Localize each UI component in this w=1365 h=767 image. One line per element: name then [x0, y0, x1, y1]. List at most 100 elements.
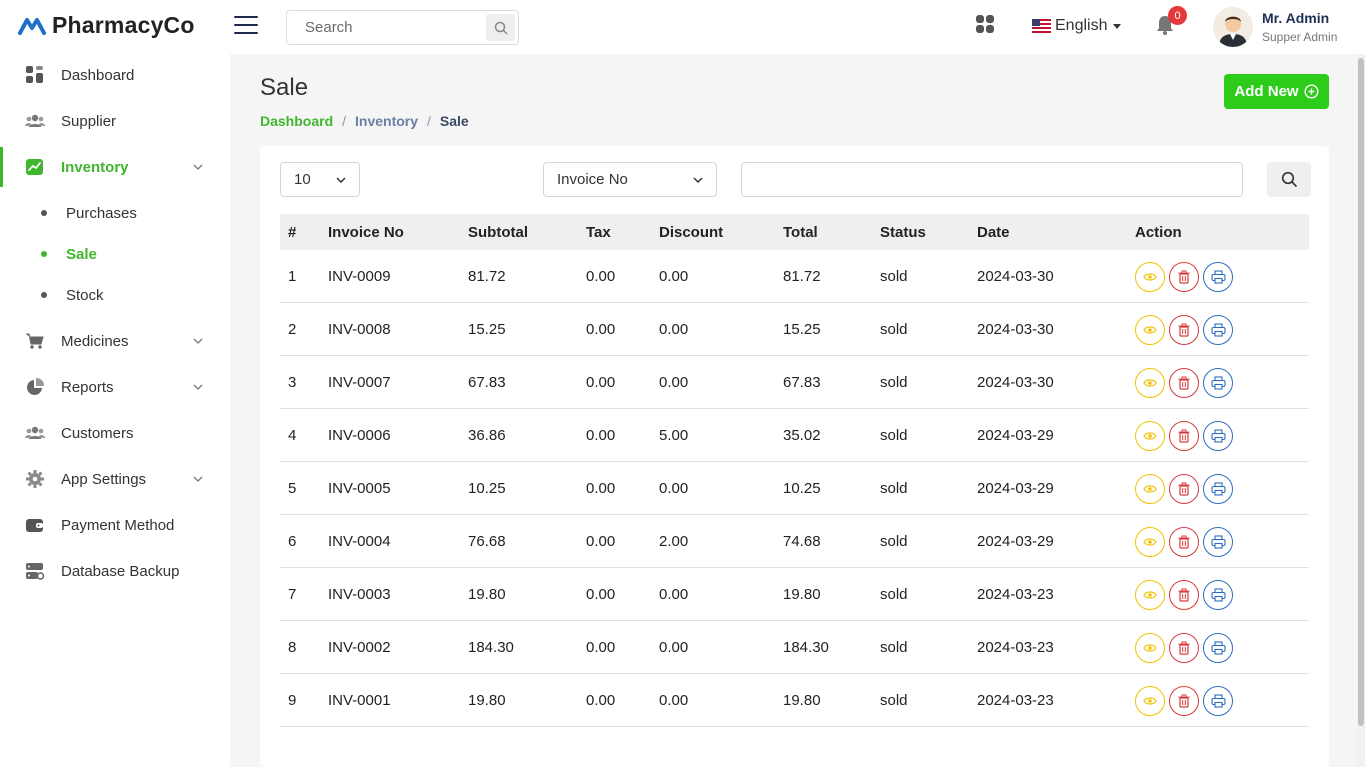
cell-tax: 0.00 [586, 268, 616, 285]
avatar[interactable] [1213, 7, 1253, 47]
print-button[interactable] [1203, 368, 1233, 398]
table-row: 8 INV-0002 184.30 0.00 0.00 184.30 sold 2024-03… [280, 621, 1309, 674]
cell-tax: 0.00 [586, 427, 616, 444]
view-button[interactable] [1135, 580, 1165, 610]
sidebar-item-database-backup[interactable]: Database Backup [0, 548, 230, 594]
sidebar-item-label: Inventory [61, 158, 129, 176]
cell-subtotal: 15.25 [468, 321, 506, 338]
scrollbar-thumb[interactable] [1358, 58, 1364, 726]
search-input[interactable] [287, 11, 485, 44]
sidebar-item-dashboard[interactable]: Dashboard [0, 52, 230, 98]
search-icon [494, 21, 508, 35]
cell-total: 10.25 [783, 480, 821, 497]
print-button[interactable] [1203, 421, 1233, 451]
language-selector[interactable]: English [1032, 17, 1122, 35]
sidebar-item-supplier[interactable]: Supplier [0, 98, 230, 144]
cell-invoice: INV-0001 [328, 692, 391, 709]
delete-button[interactable] [1169, 527, 1199, 557]
print-button[interactable] [1203, 633, 1233, 663]
cell-tax: 0.00 [586, 533, 616, 550]
sidebar-subitem-label: Purchases [66, 204, 137, 222]
sidebar-item-payment-method[interactable]: Payment Method [0, 502, 230, 548]
cell-date: 2024-03-29 [977, 480, 1054, 497]
print-button[interactable] [1203, 527, 1233, 557]
eye-icon [1143, 326, 1157, 334]
col-header-invoice[interactable]: Invoice No [328, 224, 404, 241]
sidebar-subitem-sale[interactable]: Sale [0, 236, 230, 272]
breadcrumb-inventory-link[interactable]: Inventory [355, 113, 419, 129]
col-header-tax[interactable]: Tax [586, 224, 611, 241]
sidebar-item-label: Customers [61, 424, 134, 442]
chevron-down-icon [336, 177, 346, 184]
view-button[interactable] [1135, 421, 1165, 451]
print-button[interactable] [1203, 315, 1233, 345]
cell-invoice: INV-0006 [328, 427, 391, 444]
delete-button[interactable] [1169, 262, 1199, 292]
search-field-select[interactable]: Invoice No [543, 162, 717, 197]
brand-name: PharmacyCo [52, 12, 195, 38]
delete-button[interactable] [1169, 315, 1199, 345]
cell-total: 15.25 [783, 321, 821, 338]
cell-date: 2024-03-30 [977, 268, 1054, 285]
view-button[interactable] [1135, 474, 1165, 504]
delete-button[interactable] [1169, 368, 1199, 398]
col-header-date[interactable]: Date [977, 224, 1010, 241]
print-button[interactable] [1203, 262, 1233, 292]
trash-icon [1178, 429, 1190, 443]
sidebar-item-label: Database Backup [61, 562, 180, 580]
view-button[interactable] [1135, 633, 1165, 663]
cell-total: 35.02 [783, 427, 821, 444]
view-button[interactable] [1135, 262, 1165, 292]
menu-toggle-button[interactable] [234, 16, 258, 36]
per-page-select[interactable]: 10 [280, 162, 360, 197]
print-button[interactable] [1203, 686, 1233, 716]
trash-icon [1178, 694, 1190, 708]
delete-button[interactable] [1169, 686, 1199, 716]
apps-grid-icon[interactable] [975, 14, 995, 34]
sidebar-item-customers[interactable]: Customers [0, 410, 230, 456]
print-button[interactable] [1203, 474, 1233, 504]
hamburger-icon-line [234, 24, 258, 26]
col-header-discount[interactable]: Discount [659, 224, 724, 241]
sidebar-subitem-stock[interactable]: Stock [0, 277, 230, 313]
delete-button[interactable] [1169, 474, 1199, 504]
table-search-input[interactable] [742, 163, 1242, 196]
cell-subtotal: 184.30 [468, 639, 514, 656]
cell-status: sold [880, 692, 908, 709]
col-header-subtotal[interactable]: Subtotal [468, 224, 528, 241]
eye-icon [1143, 591, 1157, 599]
delete-button[interactable] [1169, 421, 1199, 451]
cell-status: sold [880, 586, 908, 603]
add-new-button[interactable]: Add New [1224, 74, 1329, 109]
cell-tax: 0.00 [586, 480, 616, 497]
sidebar-item-app-settings[interactable]: App Settings [0, 456, 230, 502]
cell-discount: 0.00 [659, 268, 689, 285]
logo[interactable]: PharmacyCo [18, 12, 195, 39]
view-button[interactable] [1135, 368, 1165, 398]
print-button[interactable] [1203, 580, 1233, 610]
col-header-number[interactable]: # [288, 224, 297, 241]
view-button[interactable] [1135, 686, 1165, 716]
col-header-total[interactable]: Total [783, 224, 818, 241]
table-search-button[interactable] [1267, 162, 1311, 197]
sidebar-item-inventory[interactable]: Inventory [0, 144, 230, 190]
delete-button[interactable] [1169, 633, 1199, 663]
col-header-status[interactable]: Status [880, 224, 926, 241]
sidebar-item-medicines[interactable]: Medicines [0, 318, 230, 364]
breadcrumb-dashboard-link[interactable]: Dashboard [260, 113, 334, 129]
eye-icon [1143, 697, 1157, 705]
view-button[interactable] [1135, 527, 1165, 557]
view-button[interactable] [1135, 315, 1165, 345]
sidebar-item-reports[interactable]: Reports [0, 364, 230, 410]
cell-invoice: INV-0002 [328, 639, 391, 656]
printer-icon [1210, 641, 1226, 655]
sidebar-subitem-purchases[interactable]: Purchases [0, 195, 230, 231]
trash-icon [1178, 535, 1190, 549]
server-icon [26, 563, 45, 580]
cell-date: 2024-03-23 [977, 586, 1054, 603]
dashboard-icon [26, 66, 43, 83]
chevron-down-icon [193, 164, 203, 170]
delete-button[interactable] [1169, 580, 1199, 610]
search-button[interactable] [486, 14, 515, 41]
cell-date: 2024-03-23 [977, 639, 1054, 656]
